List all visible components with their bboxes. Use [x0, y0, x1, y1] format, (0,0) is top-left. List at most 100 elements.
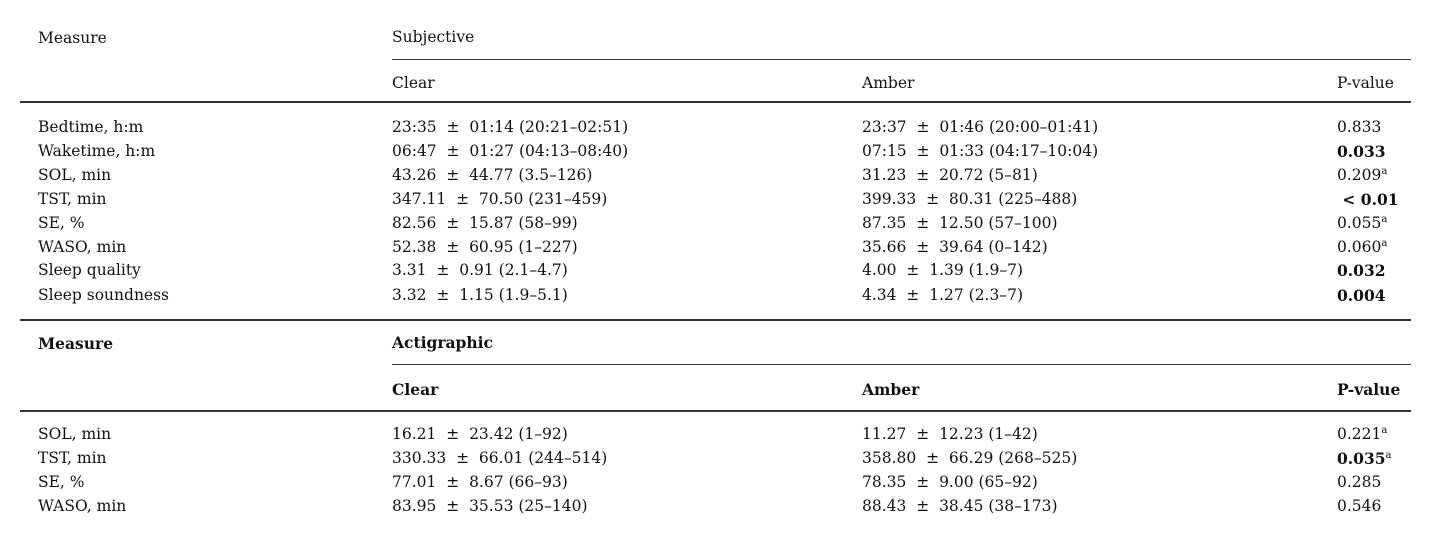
amber-value: 78.35 ± 9.00 (65–92): [862, 473, 1038, 491]
column-header-row: Clear Amber P-value: [20, 60, 1411, 101]
measure-label: Sleep soundness: [38, 285, 170, 304]
clear-value: 83.95 ± 35.53 (25–140): [392, 496, 588, 515]
p-value-superscript: a: [1381, 237, 1388, 249]
table-row: WASO, min 52.38 ± 60.95 (1–227) 35.66 ± …: [20, 236, 1411, 260]
amber-value: 4.00 ± 1.39 (1.9–7): [862, 261, 1024, 279]
p-value: 0.004: [1337, 285, 1386, 305]
measure-label: Waketime, h:m: [38, 141, 156, 160]
amber-column-header: Amber: [862, 74, 915, 92]
measure-label: SOL, min: [38, 166, 112, 184]
p-value-cell: 0.060a: [1337, 236, 1411, 260]
p-value-cell: 0.032: [1337, 259, 1411, 284]
table-row: SOL, min 16.21 ± 23.42 (1–92) 11.27 ± 12…: [20, 423, 1411, 447]
p-value: 0.285: [1337, 473, 1382, 491]
p-value-superscript: a: [1385, 449, 1392, 461]
p-value-cell: 0.004: [1337, 284, 1411, 309]
clear-value: 330.33 ± 66.01 (244–514): [392, 448, 608, 467]
p-value-cell: 0.055a: [1337, 212, 1411, 236]
clear-value: 43.26 ± 44.77 (3.5–126): [392, 166, 593, 184]
p-value-cell: 0.221a: [1337, 423, 1411, 447]
clear-value: 77.01 ± 8.67 (66–93): [392, 473, 568, 491]
empty-header-cell: [20, 365, 392, 410]
measure-label: SE, %: [38, 473, 85, 491]
p-value-cell: 0.035a: [1337, 447, 1411, 472]
p-value: 0.221: [1337, 425, 1382, 443]
p-value: 0.032: [1337, 261, 1386, 280]
measure-column-header: Measure: [38, 334, 114, 353]
p-value: 0.060: [1337, 237, 1382, 256]
p-value-cell: < 0.01: [1337, 188, 1411, 213]
table-row: SE, % 82.56 ± 15.87 (58–99) 87.35 ± 12.5…: [20, 212, 1411, 236]
measure-column-header: Measure: [38, 29, 107, 47]
amber-value: 399.33 ± 80.31 (225–488): [862, 189, 1078, 208]
subjective-data-rows: Bedtime, h:m 23:35 ± 01:14 (20:21–02:51)…: [20, 103, 1411, 319]
table-row: SOL, min 43.26 ± 44.77 (3.5–126) 31.23 ±…: [20, 164, 1411, 188]
p-value: 0.033: [1337, 141, 1386, 161]
clear-value: 23:35 ± 01:14 (20:21–02:51): [392, 118, 629, 136]
p-value: 0.833: [1337, 118, 1382, 136]
measure-label: SE, %: [38, 214, 85, 232]
table-rule: [20, 410, 1411, 412]
amber-value: 35.66 ± 39.64 (0–142): [862, 237, 1048, 256]
amber-value: 23:37 ± 01:46 (20:00–01:41): [862, 118, 1099, 136]
p-value-superscript: a: [1381, 424, 1388, 436]
p-value-cell: 0.209a: [1337, 164, 1411, 188]
clear-value: 3.32 ± 1.15 (1.9–5.1): [392, 285, 568, 304]
amber-value: 88.43 ± 38.45 (38–173): [862, 496, 1058, 515]
amber-value: 07:15 ± 01:33 (04:17–10:04): [862, 141, 1099, 160]
p-value: 0.035: [1337, 448, 1386, 468]
measure-label: WASO, min: [38, 237, 127, 256]
p-value: 0.546: [1337, 496, 1382, 515]
table-row: TST, min 347.11 ± 70.50 (231–459) 399.33…: [20, 188, 1411, 213]
amber-value: 87.35 ± 12.50 (57–100): [862, 214, 1058, 232]
clear-value: 16.21 ± 23.42 (1–92): [392, 425, 568, 443]
table-rule: [20, 319, 1411, 321]
measure-label: Sleep quality: [38, 261, 141, 279]
group-header-row: Measure Actigraphic: [20, 321, 1411, 365]
p-value: < 0.01: [1337, 189, 1399, 209]
clear-value: 347.11 ± 70.50 (231–459): [392, 189, 608, 208]
table-row: SE, % 77.01 ± 8.67 (66–93) 78.35 ± 9.00 …: [20, 471, 1411, 495]
clear-column-header: Clear: [392, 74, 435, 92]
p-value-cell: 0.285: [1337, 471, 1411, 495]
group-header-actigraphic: Actigraphic: [392, 321, 1411, 365]
table-row: Sleep quality 3.31 ± 0.91 (2.1–4.7) 4.00…: [20, 259, 1411, 284]
amber-value: 358.80 ± 66.29 (268–525): [862, 448, 1078, 467]
p-value-cell: 0.033: [1337, 140, 1411, 165]
pvalue-column-header: P-value: [1337, 380, 1401, 399]
table-row: WASO, min 83.95 ± 35.53 (25–140) 88.43 ±…: [20, 495, 1411, 519]
measure-label: TST, min: [38, 189, 107, 208]
measure-label: TST, min: [38, 448, 107, 467]
actigraphic-data-rows: SOL, min 16.21 ± 23.42 (1–92) 11.27 ± 12…: [20, 412, 1411, 518]
table-rule: [20, 101, 1411, 103]
p-value-superscript: a: [1381, 213, 1388, 225]
measure-label: WASO, min: [38, 496, 127, 515]
clear-value: 3.31 ± 0.91 (2.1–4.7): [392, 261, 568, 279]
p-value: 0.055: [1337, 214, 1382, 232]
group-header-row: Measure Subjective: [20, 0, 1411, 60]
clear-column-header: Clear: [392, 380, 439, 399]
amber-column-header: Amber: [862, 380, 920, 399]
p-value-cell: 0.546: [1337, 495, 1411, 519]
clear-value: 82.56 ± 15.87 (58–99): [392, 214, 578, 232]
column-header-row: Clear Amber P-value: [20, 365, 1411, 410]
table-row: Sleep soundness 3.32 ± 1.15 (1.9–5.1) 4.…: [20, 284, 1411, 309]
table-row: TST, min 330.33 ± 66.01 (244–514) 358.80…: [20, 447, 1411, 472]
paper-table: Measure Subjective Clear Amber P-value B…: [20, 0, 1411, 518]
amber-value: 11.27 ± 12.23 (1–42): [862, 425, 1038, 443]
measure-label: Bedtime, h:m: [38, 118, 144, 136]
amber-value: 31.23 ± 20.72 (5–81): [862, 166, 1038, 184]
p-value: 0.209: [1337, 166, 1382, 184]
group-header-subjective: Subjective: [392, 0, 1411, 60]
p-value-cell: 0.833: [1337, 116, 1411, 140]
amber-value: 4.34 ± 1.27 (2.3–7): [862, 285, 1024, 304]
measure-label: SOL, min: [38, 425, 112, 443]
subjective-section: Measure Subjective Clear Amber P-value B…: [20, 0, 1411, 321]
empty-header-cell: [20, 60, 392, 101]
pvalue-column-header: P-value: [1337, 74, 1394, 92]
table-row: Waketime, h:m 06:47 ± 01:27 (04:13–08:40…: [20, 140, 1411, 165]
actigraphic-section: Measure Actigraphic Clear Amber P-value …: [20, 321, 1411, 518]
table-row: Bedtime, h:m 23:35 ± 01:14 (20:21–02:51)…: [20, 116, 1411, 140]
p-value-superscript: a: [1381, 165, 1388, 177]
clear-value: 06:47 ± 01:27 (04:13–08:40): [392, 141, 629, 160]
